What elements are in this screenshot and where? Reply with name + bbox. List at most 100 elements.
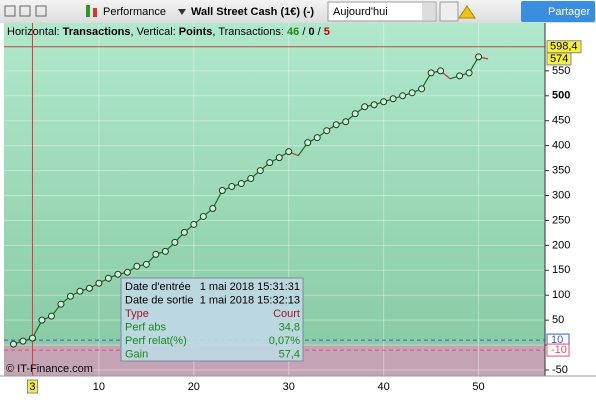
trade-point	[408, 89, 416, 97]
trade-point	[142, 260, 150, 268]
icon	[458, 5, 476, 19]
trade-point	[427, 69, 435, 77]
y-tick-label: 450	[552, 115, 570, 127]
header-part: 46	[287, 26, 299, 38]
cursor-box	[26, 379, 38, 394]
trade-point	[456, 72, 464, 80]
tooltip-value: Court	[273, 308, 300, 320]
trade-point	[275, 154, 283, 162]
x-tick-label: 30	[283, 381, 295, 393]
trade-point	[161, 247, 169, 255]
icon[interactable]	[4, 5, 16, 17]
header-part: /	[315, 26, 324, 38]
tooltip-label: Perf relat(%)	[125, 335, 187, 347]
axis-area	[545, 23, 596, 376]
trade-point	[152, 250, 160, 258]
y-tick-label: 350	[552, 164, 570, 176]
trade-point	[85, 284, 93, 292]
trade-point	[114, 270, 122, 278]
trade-point	[180, 228, 188, 236]
x-tick-label: 20	[188, 381, 200, 393]
trade-point	[380, 98, 388, 106]
icon[interactable]	[19, 5, 31, 17]
trade-point	[399, 92, 407, 100]
tooltip-value: 1 mai 2018 15:32:13	[200, 294, 300, 306]
trade-point	[332, 121, 340, 129]
trade-point	[28, 334, 36, 342]
trade-point	[237, 180, 245, 188]
tooltip-value: 57,4	[279, 348, 300, 360]
y-tick-label: 300	[552, 189, 570, 201]
trade-point	[465, 69, 473, 77]
trade-point	[361, 103, 369, 111]
tooltip	[120, 277, 304, 362]
trade-point	[370, 101, 378, 109]
y-tick-label: 400	[552, 140, 570, 152]
tooltip-label: Perf abs	[125, 321, 166, 333]
trade-point	[199, 212, 207, 220]
icon[interactable]	[439, 1, 459, 22]
tooltip-label: Date de sortie	[125, 294, 193, 306]
y-tick-label: 100	[552, 289, 570, 301]
last-box	[546, 52, 572, 66]
trade-point	[38, 316, 46, 324]
trade-point	[418, 85, 426, 93]
icon[interactable]	[35, 5, 47, 17]
icon	[86, 5, 90, 17]
tooltip-value: 1 mai 2018 15:31:31	[200, 281, 300, 293]
trade-point	[171, 238, 179, 246]
x-tick-label: 40	[378, 381, 390, 393]
y-tick-label: 150	[552, 264, 570, 276]
tooltip-label: Type	[125, 308, 149, 320]
level-label: -10	[551, 344, 567, 356]
trade-point	[9, 340, 17, 348]
tooltip-value: 34,8	[279, 321, 300, 333]
y-tick-label: 500	[552, 90, 570, 102]
trade-point	[190, 220, 198, 228]
header-part: /	[299, 26, 308, 38]
trade-point	[247, 175, 255, 183]
header-part: Transactions	[63, 26, 131, 38]
trade-point	[47, 312, 55, 320]
y-tick-label: -50	[552, 364, 568, 376]
trade-point	[209, 204, 217, 212]
tab[interactable]: Performance	[103, 6, 166, 18]
copyright: © IT-Finance.com	[6, 363, 93, 375]
select[interactable]	[327, 1, 437, 22]
select-arrow	[422, 3, 435, 20]
last-label: 574	[550, 53, 568, 65]
y-tick-label: 250	[552, 214, 570, 226]
select-text: Aujourd'hui	[333, 6, 388, 18]
trade-point	[256, 167, 264, 175]
header-part: 5	[324, 26, 330, 38]
trade-point	[218, 187, 226, 195]
x-tick-label: 50	[472, 381, 484, 393]
header-part: Points	[179, 26, 213, 38]
trade-point	[228, 183, 236, 191]
trade-point	[437, 67, 445, 75]
share-label: Partager	[548, 6, 591, 18]
header-part: , Vertical:	[131, 26, 179, 38]
trade-point	[76, 287, 84, 295]
trade-point	[323, 127, 331, 135]
cursor-label: 3	[29, 381, 35, 393]
icon	[178, 9, 186, 15]
header: Horizontal: Transactions, Vertical: Poin…	[7, 26, 330, 38]
share-button[interactable]	[521, 1, 595, 22]
header-part: , Transactions:	[212, 26, 287, 38]
trade-point	[266, 159, 274, 167]
trade-point	[304, 139, 312, 147]
trade-point	[342, 118, 350, 126]
trade-point	[19, 337, 27, 345]
trade-point	[66, 292, 74, 300]
trade-point	[285, 148, 293, 156]
tooltip-value: 0,07%	[269, 335, 300, 347]
max-label: 598,4	[550, 41, 578, 53]
x-tick-label: 10	[93, 381, 105, 393]
trade-point	[104, 274, 112, 282]
trade-point	[475, 53, 483, 61]
icon	[93, 8, 97, 17]
instrument[interactable]: Wall Street Cash (1€) (-)	[191, 6, 314, 18]
